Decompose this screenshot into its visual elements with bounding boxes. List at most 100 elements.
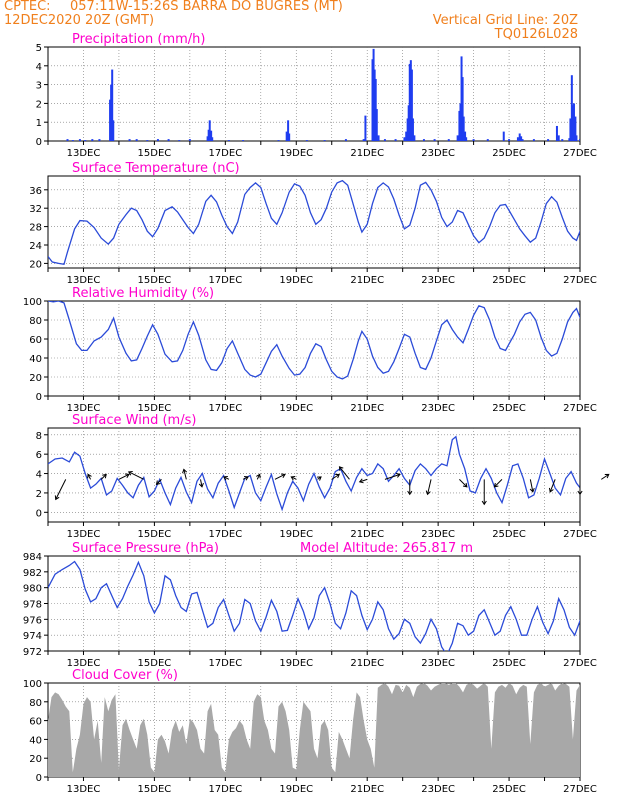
precip-bar <box>447 139 450 141</box>
y-tick-label: 28 <box>29 223 42 234</box>
panel-title: Relative Humidity (%) <box>72 286 214 301</box>
wind-arrow-head <box>481 500 487 506</box>
wind-arrow <box>183 469 187 480</box>
wind-arrow-head <box>280 473 286 479</box>
x-tick-label: 27DEC <box>563 529 597 540</box>
y-tick-label: 32 <box>29 204 42 215</box>
precip-bar <box>464 131 467 141</box>
wind-arrow-head <box>425 490 431 496</box>
precip-bar <box>344 139 347 141</box>
x-tick-label: 17DEC <box>208 658 242 669</box>
x-tick-label: 17DEC <box>208 784 242 795</box>
x-tick-label: 13DEC <box>67 275 101 286</box>
panel-title: Precipitation (mm/h) <box>72 32 205 47</box>
x-tick-label: 19DEC <box>279 658 313 669</box>
y-tick-label: 80 <box>29 316 42 327</box>
precip-bar <box>518 133 521 141</box>
y-tick-label: 978 <box>23 600 42 611</box>
precip-bar <box>78 139 81 141</box>
precip-bar <box>459 103 462 141</box>
precip-bar <box>285 131 288 141</box>
y-tick-label: 1 <box>36 118 42 129</box>
precip-bar <box>461 77 464 141</box>
precip-bar <box>433 139 436 141</box>
precip-bar <box>377 135 380 141</box>
cloud-cover-area <box>48 683 580 777</box>
precip-bar <box>572 103 575 141</box>
y-tick-label: 0 <box>36 392 42 403</box>
precip-bar <box>570 75 573 141</box>
x-tick-label: 27DEC <box>563 658 597 669</box>
precip-bar <box>156 139 159 141</box>
x-tick-label: 23DEC <box>421 529 455 540</box>
y-tick-label: 4 <box>36 470 42 481</box>
wind-arrow <box>494 479 503 488</box>
x-tick-label: 25DEC <box>492 275 526 286</box>
y-tick-label: 0 <box>36 773 42 784</box>
precip-bar <box>462 116 465 141</box>
wind-arrow-head <box>317 476 322 481</box>
wind-arrow-head <box>155 480 161 486</box>
header-org: CPTEC: <box>4 0 51 14</box>
wind-arrow-head <box>124 473 130 479</box>
precip-bar <box>502 131 505 141</box>
precip-bar <box>277 140 280 141</box>
y-tick-label: 20 <box>29 259 42 270</box>
x-tick-label: 23DEC <box>421 403 455 414</box>
y-tick-label: 0 <box>36 508 42 519</box>
wind-arrow-head <box>182 468 188 474</box>
precip-bar <box>394 139 397 141</box>
y-tick-label: 0 <box>36 137 42 148</box>
wind-arrow-head <box>54 495 60 501</box>
precip-bar <box>112 120 115 141</box>
precip-bar <box>84 140 87 141</box>
y-tick-label: 20 <box>29 373 42 384</box>
y-tick-label: 60 <box>29 335 42 346</box>
y-tick-label: 982 <box>23 568 42 579</box>
y-tick-label: 4 <box>36 62 42 73</box>
wind-arrow <box>55 479 67 500</box>
wind-arrow-head <box>493 482 499 488</box>
x-tick-label: 21DEC <box>350 529 384 540</box>
y-tick-label: 24 <box>29 241 42 252</box>
x-tick-label: 23DEC <box>421 275 455 286</box>
y-tick-label: 984 <box>23 552 42 563</box>
x-tick-label: 19DEC <box>279 148 313 159</box>
x-tick-label: 21DEC <box>350 403 384 414</box>
wind-arrow <box>384 473 401 480</box>
x-tick-label: 25DEC <box>492 784 526 795</box>
x-tick-label: 15DEC <box>138 529 172 540</box>
precip-bar <box>371 59 374 141</box>
panel-frame <box>47 555 581 652</box>
precip-bar <box>372 48 375 141</box>
wind-arrow <box>100 474 107 480</box>
wind-arrow <box>118 473 130 480</box>
precip-bar <box>98 139 101 141</box>
panel-title: Surface Wind (m/s) <box>72 413 196 428</box>
y-tick-label: 976 <box>23 615 42 626</box>
x-tick-label: 27DEC <box>563 403 597 414</box>
wind-arrow <box>459 479 468 488</box>
precip-bar <box>456 135 459 141</box>
precip-bar <box>211 137 214 141</box>
precip-bar <box>288 133 291 141</box>
precip-bar <box>91 139 94 141</box>
wind-arrow-head <box>395 472 401 478</box>
x-tick-label: 13DEC <box>67 529 101 540</box>
precip-bar <box>547 139 550 141</box>
wind-arrow <box>128 471 144 480</box>
y-tick-label: 36 <box>29 186 42 197</box>
wind-arrow <box>549 479 556 493</box>
y-tick-label: 60 <box>29 717 42 728</box>
wind-arrow-head <box>407 490 413 496</box>
x-tick-label: 19DEC <box>279 784 313 795</box>
wind-arrow <box>339 466 350 480</box>
precip-bar <box>178 140 181 141</box>
panel-frame <box>47 300 581 397</box>
panel-title: Surface Temperature (nC) <box>72 161 240 176</box>
precip-bar <box>146 140 149 141</box>
x-tick-label: 17DEC <box>208 403 242 414</box>
precip-bar <box>575 135 578 141</box>
precip-bar <box>521 139 524 141</box>
wind-arrow <box>427 479 432 495</box>
